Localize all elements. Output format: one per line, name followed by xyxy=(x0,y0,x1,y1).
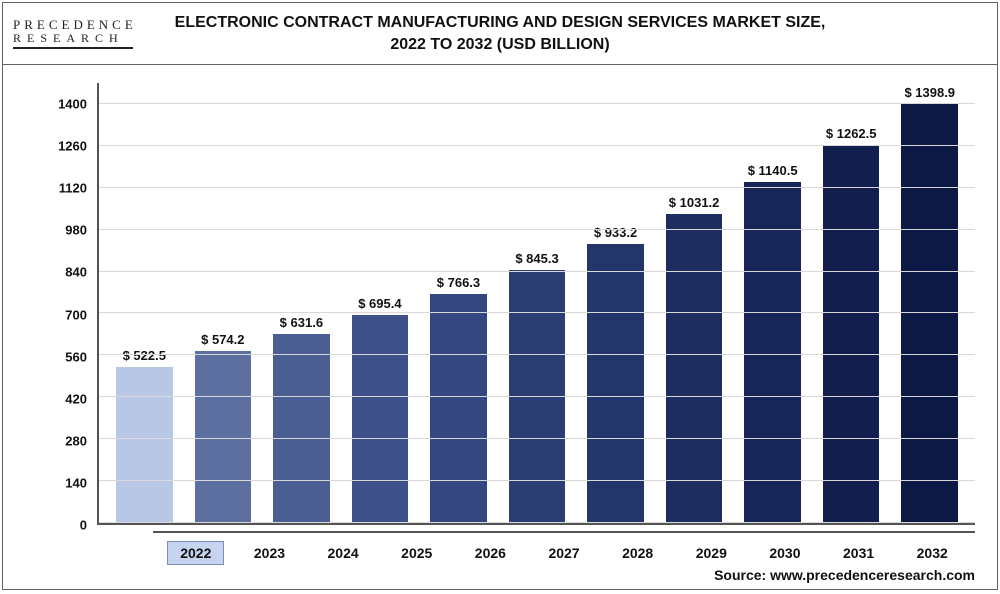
x-tick-label: 2025 xyxy=(388,541,445,565)
grid-line xyxy=(99,312,975,313)
y-tick-label: 1260 xyxy=(43,139,87,154)
bar xyxy=(116,367,173,523)
grid-line xyxy=(99,103,975,104)
plot: $ 522.5 $ 574.2 $ 631.6 $ 695.4 $ 766.3 $ 845… xyxy=(97,83,975,525)
x-tick-label: 2024 xyxy=(315,541,372,565)
bar-column: $ 1031.2 xyxy=(655,83,734,523)
y-tick-label: 980 xyxy=(43,223,87,238)
bar-column: $ 1262.5 xyxy=(812,83,891,523)
bar xyxy=(823,145,880,523)
bar-value-label: $ 574.2 xyxy=(201,332,244,347)
y-tick-label: 280 xyxy=(43,433,87,448)
bar xyxy=(273,334,330,523)
x-label-box: 2025 xyxy=(380,541,454,565)
x-label-box: 2026 xyxy=(454,541,528,565)
grid-line xyxy=(99,354,975,355)
bar xyxy=(352,315,409,523)
x-label-box: 2024 xyxy=(306,541,380,565)
bar xyxy=(744,182,801,523)
bars-container: $ 522.5 $ 574.2 $ 631.6 $ 695.4 $ 766.3 $ 845… xyxy=(99,83,975,523)
x-label-box: 2030 xyxy=(748,541,822,565)
brand-logo: PRECEDENCE RESEARCH xyxy=(13,18,133,48)
x-label-box: 2027 xyxy=(527,541,601,565)
bar-value-label: $ 1398.9 xyxy=(904,85,955,100)
bar-value-label: $ 933.2 xyxy=(594,225,637,240)
bar-column: $ 695.4 xyxy=(341,83,420,523)
y-tick-label: 1400 xyxy=(43,97,87,112)
x-tick-label: 2031 xyxy=(830,541,887,565)
grid-line xyxy=(99,229,975,230)
bar-column: $ 933.2 xyxy=(576,83,655,523)
bar xyxy=(430,294,487,523)
bar-value-label: $ 766.3 xyxy=(437,275,480,290)
x-axis-rule xyxy=(153,531,975,533)
bar xyxy=(901,104,958,523)
x-axis-labels: 2022 2023 2024 2025 2026 2027 2028 2029 2030 2031… xyxy=(153,541,975,565)
logo-line1: PRECEDENCE xyxy=(13,18,133,32)
bar-column: $ 631.6 xyxy=(262,83,341,523)
x-tick-label: 2032 xyxy=(904,541,961,565)
y-tick-label: 0 xyxy=(43,518,87,533)
grid-line xyxy=(99,480,975,481)
chart-title: ELECTRONIC CONTRACT MANUFACTURING AND DE… xyxy=(133,12,987,55)
x-tick-label: 2028 xyxy=(609,541,666,565)
bar-value-label: $ 1031.2 xyxy=(669,195,720,210)
x-tick-label: 2029 xyxy=(683,541,740,565)
source-attribution: Source: www.precedenceresearch.com xyxy=(714,567,975,583)
x-label-box: 2028 xyxy=(601,541,675,565)
x-label-box: 2031 xyxy=(822,541,896,565)
grid-line xyxy=(99,187,975,188)
grid-line xyxy=(99,396,975,397)
bar-column: $ 766.3 xyxy=(419,83,498,523)
y-tick-label: 560 xyxy=(43,349,87,364)
y-tick-label: 1120 xyxy=(43,181,87,196)
x-label-box: 2032 xyxy=(895,541,969,565)
bar-column: $ 574.2 xyxy=(184,83,263,523)
grid-line xyxy=(99,271,975,272)
bar xyxy=(195,351,252,523)
grid-line xyxy=(99,438,975,439)
bar-value-label: $ 695.4 xyxy=(358,296,401,311)
grid-line xyxy=(99,522,975,523)
y-tick-label: 840 xyxy=(43,265,87,280)
y-tick-label: 140 xyxy=(43,475,87,490)
x-tick-label: 2023 xyxy=(241,541,298,565)
y-tick-label: 420 xyxy=(43,391,87,406)
chart-frame: PRECEDENCE RESEARCH ELECTRONIC CONTRACT … xyxy=(2,2,998,590)
y-tick-label: 700 xyxy=(43,307,87,322)
bar xyxy=(666,214,723,523)
bar-value-label: $ 845.3 xyxy=(515,251,558,266)
x-tick-label: 2030 xyxy=(756,541,813,565)
plot-area: 0140280420560700840980112012601400 $ 522… xyxy=(43,83,975,525)
x-tick-label: 2026 xyxy=(462,541,519,565)
logo-line2: RESEARCH xyxy=(13,32,133,45)
bar-value-label: $ 631.6 xyxy=(280,315,323,330)
bar-column: $ 845.3 xyxy=(498,83,577,523)
bar-value-label: $ 1262.5 xyxy=(826,126,877,141)
y-axis: 0140280420560700840980112012601400 xyxy=(43,83,93,525)
header: PRECEDENCE RESEARCH ELECTRONIC CONTRACT … xyxy=(3,3,997,65)
bar-column: $ 522.5 xyxy=(105,83,184,523)
x-label-box: 2029 xyxy=(674,541,748,565)
x-label-box: 2022 xyxy=(159,541,233,565)
grid-line xyxy=(99,145,975,146)
bar-column: $ 1140.5 xyxy=(733,83,812,523)
x-label-box: 2023 xyxy=(233,541,307,565)
x-tick-label: 2022 xyxy=(167,541,224,565)
bar-value-label: $ 1140.5 xyxy=(748,163,798,178)
title-line1: ELECTRONIC CONTRACT MANUFACTURING AND DE… xyxy=(175,14,826,31)
x-tick-label: 2027 xyxy=(535,541,592,565)
bar-column: $ 1398.9 xyxy=(890,83,969,523)
title-line2: 2022 TO 2032 (USD BILLION) xyxy=(390,36,609,53)
